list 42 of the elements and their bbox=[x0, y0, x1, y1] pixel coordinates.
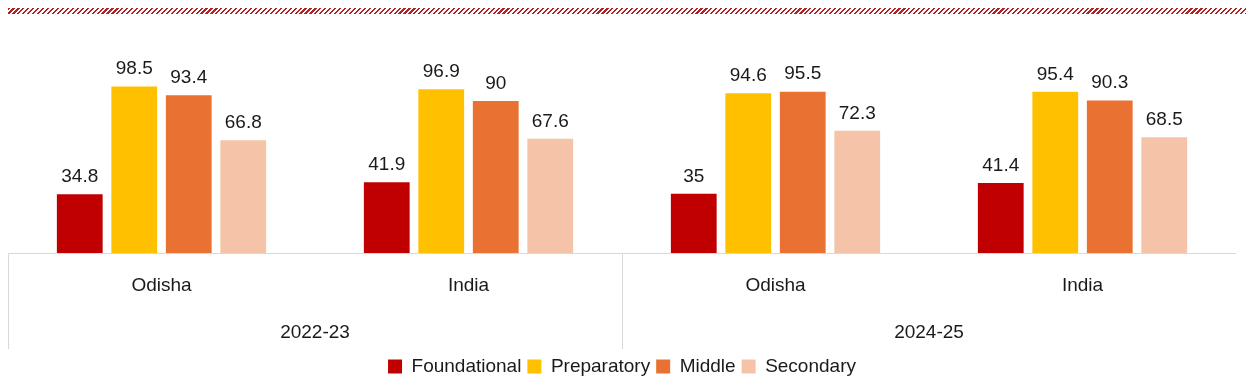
bar bbox=[56, 194, 103, 253]
data-label: 93.4 bbox=[170, 65, 208, 87]
data-label: 90 bbox=[485, 71, 507, 93]
data-label: 41.9 bbox=[368, 152, 406, 174]
bar bbox=[670, 193, 717, 253]
data-label: 67.6 bbox=[531, 109, 569, 131]
bar bbox=[527, 138, 574, 253]
x-tick-label: Odisha bbox=[745, 274, 807, 296]
text: 2024-25 bbox=[894, 321, 964, 343]
data-label: 66.8 bbox=[224, 110, 262, 132]
data-label: 90.3 bbox=[1091, 71, 1129, 93]
bar bbox=[977, 183, 1024, 253]
x-tick-label: India bbox=[1061, 274, 1104, 296]
bar bbox=[725, 93, 772, 253]
data-label: 72.3 bbox=[838, 101, 876, 123]
data-label: 41.4 bbox=[982, 153, 1020, 175]
legend-label: Preparatory bbox=[550, 354, 651, 376]
data-label: 95.5 bbox=[784, 62, 822, 84]
x-tick-label: Odisha bbox=[131, 274, 193, 296]
legend-label: Middle bbox=[679, 354, 736, 376]
legend-label: Secondary bbox=[765, 354, 857, 376]
bar bbox=[418, 89, 465, 253]
bar bbox=[472, 100, 519, 253]
text: 2022-23 bbox=[280, 321, 350, 343]
bar bbox=[1086, 100, 1133, 253]
legend-label: Foundational bbox=[411, 354, 522, 376]
bar bbox=[111, 86, 158, 253]
data-label: 34.8 bbox=[61, 164, 99, 186]
bar bbox=[220, 140, 267, 253]
data-label: 68.5 bbox=[1145, 107, 1183, 129]
data-label: 35 bbox=[683, 164, 705, 186]
data-label: 98.5 bbox=[115, 57, 153, 79]
bar bbox=[1141, 137, 1188, 253]
data-label: 94.6 bbox=[729, 63, 767, 85]
x-tick-label: India bbox=[447, 274, 490, 296]
data-label: 95.4 bbox=[1036, 62, 1075, 84]
data-label: 96.9 bbox=[422, 60, 460, 82]
bar bbox=[834, 130, 881, 253]
bar bbox=[165, 95, 212, 253]
bar bbox=[779, 91, 826, 253]
bar bbox=[363, 182, 410, 253]
bar bbox=[1032, 91, 1079, 253]
